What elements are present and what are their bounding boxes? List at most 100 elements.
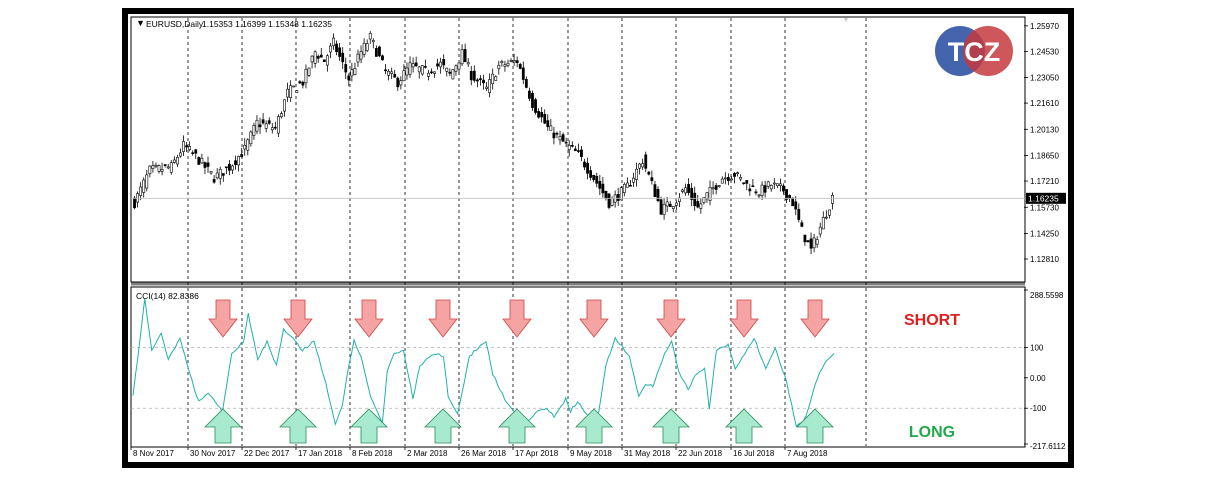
candle bbox=[546, 114, 550, 131]
candle bbox=[763, 180, 767, 198]
time-tick-label: 8 Nov 2017 bbox=[133, 449, 174, 458]
candle bbox=[365, 39, 369, 53]
candle bbox=[549, 118, 553, 131]
candle bbox=[280, 111, 283, 119]
price-tick-label: 1.12810 bbox=[1030, 255, 1059, 264]
candle bbox=[500, 59, 504, 67]
candle bbox=[589, 166, 593, 181]
candle bbox=[387, 69, 391, 81]
candle bbox=[234, 155, 237, 170]
candle bbox=[531, 90, 534, 111]
candle bbox=[264, 120, 268, 133]
candle bbox=[736, 171, 739, 177]
cci-tick-label: 288.5598 bbox=[1030, 291, 1064, 300]
candle bbox=[766, 180, 770, 190]
candle bbox=[384, 64, 387, 75]
short-arrow-icon bbox=[579, 299, 609, 338]
candle bbox=[417, 66, 421, 79]
chart-canvas[interactable]: 1.25970 1.24530 1.23050 1.21610 1.20130 1.186… bbox=[128, 14, 1068, 462]
svg-text:TCZ: TCZ bbox=[948, 37, 1000, 67]
candle bbox=[228, 160, 231, 176]
candle bbox=[255, 115, 259, 135]
candle bbox=[215, 168, 219, 180]
candle bbox=[754, 189, 758, 196]
candle bbox=[828, 209, 831, 219]
candle bbox=[775, 183, 779, 189]
candle bbox=[705, 192, 709, 203]
time-tick-label: 31 May 2018 bbox=[624, 449, 671, 458]
candle bbox=[319, 48, 323, 58]
candle bbox=[393, 69, 397, 78]
candle bbox=[733, 171, 736, 184]
candle bbox=[160, 162, 164, 176]
candle bbox=[708, 180, 712, 206]
candle bbox=[414, 56, 418, 68]
candle bbox=[163, 164, 167, 168]
candle bbox=[543, 109, 547, 125]
candle bbox=[423, 59, 427, 69]
candle bbox=[179, 148, 182, 158]
candle bbox=[197, 156, 201, 165]
candle bbox=[325, 54, 329, 72]
candle bbox=[479, 75, 482, 86]
price-tick-label: 1.18650 bbox=[1030, 152, 1059, 161]
long-arrow-icon bbox=[796, 408, 834, 444]
long-arrow-icon bbox=[424, 408, 462, 444]
candle bbox=[629, 179, 632, 187]
price-tick-label: 1.15730 bbox=[1030, 203, 1059, 212]
candle bbox=[411, 57, 415, 73]
candle bbox=[261, 113, 265, 125]
candle bbox=[797, 203, 801, 223]
menu-triangle-icon[interactable]: ▼ bbox=[136, 18, 145, 28]
candle bbox=[185, 142, 188, 152]
candle bbox=[757, 193, 761, 199]
candle bbox=[748, 183, 752, 196]
long-arrow-icon bbox=[575, 408, 613, 444]
candle bbox=[283, 99, 286, 117]
time-tick-label: 17 Jan 2018 bbox=[298, 449, 343, 458]
candles bbox=[131, 31, 1025, 255]
time-tick-label: 9 May 2018 bbox=[570, 449, 612, 458]
candle bbox=[540, 107, 544, 123]
candle bbox=[451, 69, 455, 80]
candle bbox=[175, 154, 179, 168]
candle bbox=[512, 53, 516, 66]
candle bbox=[442, 54, 446, 70]
candle bbox=[779, 178, 782, 192]
candle bbox=[136, 191, 139, 208]
shift-marker-icon[interactable]: ▼ bbox=[842, 15, 850, 24]
candle bbox=[723, 172, 727, 185]
candle bbox=[592, 174, 596, 183]
candle bbox=[252, 122, 256, 140]
candle bbox=[350, 62, 354, 82]
candle bbox=[528, 87, 531, 102]
time-tick-label: 26 Mar 2018 bbox=[461, 449, 506, 458]
candle bbox=[622, 182, 626, 197]
time-tick-label: 17 Apr 2018 bbox=[515, 449, 559, 458]
candle bbox=[148, 165, 152, 178]
candle bbox=[295, 90, 299, 93]
tcz-logo: TCZ bbox=[935, 26, 1013, 76]
candle bbox=[371, 38, 375, 49]
cci-axis: 288.5598 100 0.00 -100 -217.6112 bbox=[1024, 289, 1066, 451]
candle bbox=[463, 43, 467, 63]
candle bbox=[270, 123, 274, 134]
candle bbox=[818, 222, 822, 238]
candle bbox=[381, 54, 384, 61]
candle bbox=[430, 68, 433, 74]
candle bbox=[772, 178, 776, 190]
candle bbox=[273, 121, 277, 130]
short-arrow-icon bbox=[656, 299, 686, 338]
candle bbox=[742, 182, 746, 185]
candle bbox=[506, 59, 510, 68]
candle bbox=[656, 186, 660, 203]
candle bbox=[356, 49, 360, 68]
candle bbox=[206, 156, 210, 173]
candle bbox=[671, 206, 675, 213]
candle bbox=[558, 130, 562, 145]
candle bbox=[396, 76, 400, 91]
candle bbox=[191, 150, 195, 156]
candle bbox=[831, 192, 834, 210]
price-tick-label: 1.25970 bbox=[1030, 22, 1059, 31]
symbol-label: EURUSD,Daily bbox=[146, 19, 204, 29]
